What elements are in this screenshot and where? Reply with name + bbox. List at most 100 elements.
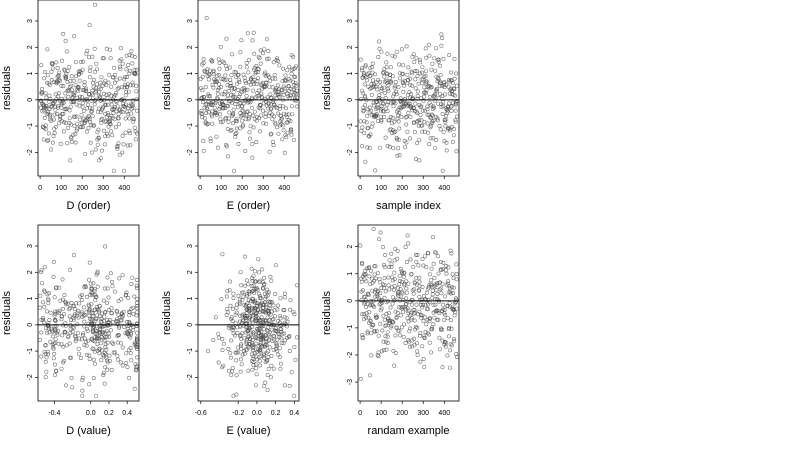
scatter-point xyxy=(120,273,125,278)
scatter-point xyxy=(367,105,372,110)
scatter-point xyxy=(283,73,288,78)
scatter-point xyxy=(382,286,387,291)
scatter-point xyxy=(283,133,288,138)
scatter-point xyxy=(65,141,70,146)
scatter-point xyxy=(376,354,381,359)
scatter-point xyxy=(272,328,277,333)
scatter-point xyxy=(134,283,139,288)
scatter-point xyxy=(423,91,428,96)
scatter-point xyxy=(258,103,263,108)
scatter-point xyxy=(419,81,424,86)
scatter-point xyxy=(365,329,370,334)
scatter-point xyxy=(135,131,140,136)
scatter-point xyxy=(436,77,441,82)
scatter-point xyxy=(229,73,234,78)
scatter-point xyxy=(112,117,117,122)
scatter-point xyxy=(429,325,434,330)
scatter-point xyxy=(412,60,417,65)
scatter-point xyxy=(245,87,250,92)
scatter-point xyxy=(367,74,372,79)
scatter-point xyxy=(444,140,449,145)
y-tick-label: -2 xyxy=(187,149,194,155)
scatter-point xyxy=(92,307,97,312)
scatter-point xyxy=(238,64,243,69)
scatter-point xyxy=(268,132,273,137)
scatter-point xyxy=(421,77,426,82)
scatter-point xyxy=(372,304,377,309)
scatter-point xyxy=(238,270,243,275)
scatter-point xyxy=(451,290,456,295)
scatter-point xyxy=(120,97,125,102)
scatter-point xyxy=(45,110,50,115)
scatter-point xyxy=(275,56,280,61)
scatter-point xyxy=(135,300,140,305)
scatter-point xyxy=(254,311,259,316)
scatter-point xyxy=(436,96,441,101)
scatter-point xyxy=(218,112,223,117)
scatter-point xyxy=(422,315,427,320)
scatter-point xyxy=(128,68,133,73)
scatter-point xyxy=(415,349,420,354)
scatter-point xyxy=(223,116,228,121)
scatter-point xyxy=(99,358,104,363)
scatter-point xyxy=(99,120,104,125)
scatter-point xyxy=(103,244,108,249)
scatter-point xyxy=(399,325,404,330)
scatter-point xyxy=(93,298,98,303)
scatter-point xyxy=(381,262,386,267)
scatter-point xyxy=(92,123,97,128)
scatter-point xyxy=(269,327,274,332)
scatter-point xyxy=(102,142,107,147)
scatter-point xyxy=(90,106,95,111)
scatter-point xyxy=(63,330,68,335)
scatter-point xyxy=(282,150,287,155)
scatter-point xyxy=(201,57,206,62)
scatter-point xyxy=(437,83,442,88)
scatter-point xyxy=(275,83,280,88)
scatter-point xyxy=(385,143,390,148)
scatter-point xyxy=(229,83,234,88)
scatter-point xyxy=(69,136,74,141)
scatter-point xyxy=(119,297,124,302)
scatter-point xyxy=(59,100,64,105)
scatter-point xyxy=(390,53,395,58)
scatter-point xyxy=(55,332,60,337)
scatter-point xyxy=(447,128,452,133)
scatter-point xyxy=(415,73,420,78)
scatter-point xyxy=(123,293,128,298)
scatter-point xyxy=(432,315,437,320)
scatter-point xyxy=(269,95,274,100)
scatter-point xyxy=(371,82,376,87)
scatter-point xyxy=(251,330,256,335)
scatter-point xyxy=(423,69,428,74)
scatter-point xyxy=(278,113,283,118)
scatter-point xyxy=(81,313,86,318)
scatter-point xyxy=(46,291,51,296)
scatter-point xyxy=(56,73,61,78)
scatter-point xyxy=(79,297,84,302)
scatter-point xyxy=(124,67,129,72)
scatter-point xyxy=(396,113,401,118)
scatter-point xyxy=(54,323,59,328)
scatter-point xyxy=(362,272,367,277)
scatter-point xyxy=(286,112,291,117)
scatter-point xyxy=(391,104,396,109)
scatter-point xyxy=(382,79,387,84)
scatter-point xyxy=(446,84,451,89)
scatter-point xyxy=(107,72,112,77)
scatter-point xyxy=(390,115,395,120)
scatter-point xyxy=(128,143,133,148)
scatter-point xyxy=(95,284,100,289)
scatter-point xyxy=(363,304,368,309)
scatter-point xyxy=(278,313,283,318)
scatter-point xyxy=(63,38,68,43)
scatter-point xyxy=(236,77,241,82)
scatter-point xyxy=(393,129,398,134)
scatter-point xyxy=(263,337,268,342)
scatter-point xyxy=(62,120,67,125)
scatter-point xyxy=(69,139,74,144)
scatter-point xyxy=(411,105,416,110)
scatter-point xyxy=(248,82,253,87)
scatter-point xyxy=(372,329,377,334)
scatter-point xyxy=(100,148,105,153)
